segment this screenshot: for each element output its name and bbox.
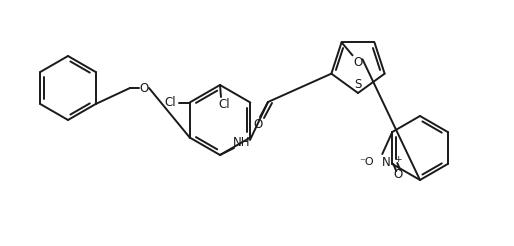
Text: O: O — [253, 118, 263, 130]
Text: +: + — [395, 155, 402, 165]
Text: S: S — [354, 78, 362, 92]
Text: O: O — [139, 81, 149, 94]
Text: Cl: Cl — [218, 98, 230, 111]
Text: ⁻O: ⁻O — [360, 157, 374, 167]
Text: Cl: Cl — [164, 96, 175, 109]
Text: N: N — [382, 155, 391, 169]
Text: NH: NH — [233, 137, 251, 150]
Text: O: O — [394, 168, 403, 181]
Text: O: O — [353, 56, 362, 69]
